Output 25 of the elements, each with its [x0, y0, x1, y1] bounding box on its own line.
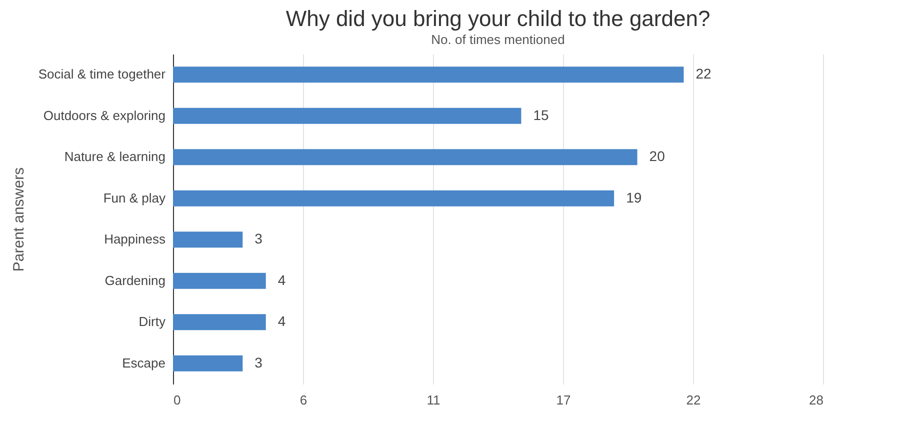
y-tick-label: Dirty	[138, 314, 166, 330]
data-label: 4	[278, 313, 286, 330]
data-label: 20	[649, 148, 666, 164]
x-tick-label: 6	[300, 392, 308, 408]
data-label: 15	[533, 106, 549, 123]
y-tick-label: Happiness	[104, 232, 166, 247]
x-tick-label: 22	[686, 392, 701, 408]
y-tick-label: Gardening	[104, 272, 166, 288]
x-tick-label: 0	[174, 392, 181, 408]
x-tick-label: 17	[556, 392, 571, 408]
chart-title: Why did you bring your child to the garden?	[286, 6, 710, 31]
y-tick-label: Social & time together	[38, 66, 166, 82]
y-tick-label: Nature & learning	[64, 149, 166, 164]
data-label: 4	[278, 272, 286, 288]
data-label: 3	[254, 230, 263, 247]
x-tick-label: 11	[426, 392, 440, 408]
x-tick-label: 28	[809, 392, 824, 408]
y-tick-label: Escape	[122, 355, 166, 370]
data-label: 19	[626, 189, 642, 206]
data-label: 3	[254, 354, 263, 370]
y-tick-label: Fun & play	[103, 190, 166, 206]
y-axis-title: Parent answers	[10, 167, 28, 272]
y-tick-label: Outdoors & exploring	[43, 108, 166, 123]
x-axis-title: No. of times mentioned	[431, 32, 565, 47]
data-label: 22	[696, 66, 712, 82]
